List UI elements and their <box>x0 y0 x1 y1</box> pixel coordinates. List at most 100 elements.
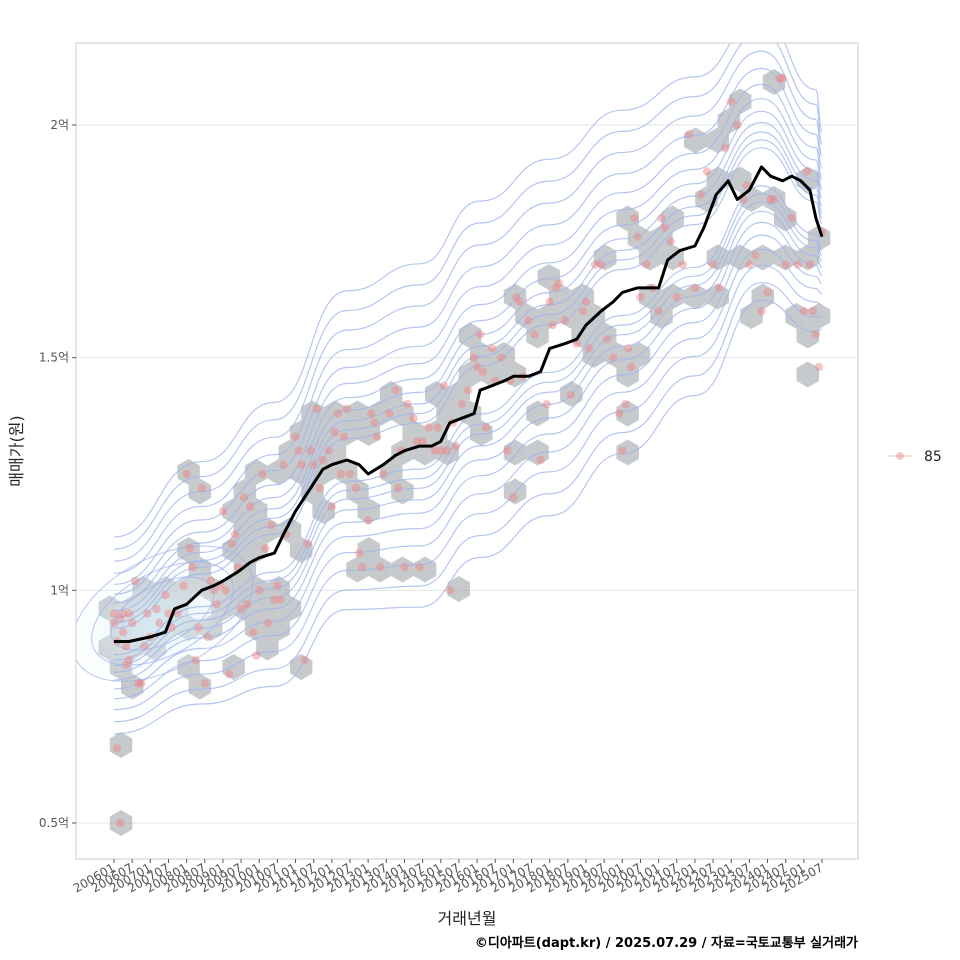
scatter-point <box>385 409 394 418</box>
scatter-point <box>572 339 582 348</box>
scatter-point <box>630 213 639 223</box>
scatter-point <box>137 679 146 688</box>
density-contour-line <box>113 221 823 681</box>
scatter-point <box>131 576 140 586</box>
scatter-point <box>515 297 524 306</box>
scatter-point <box>333 409 343 418</box>
hexbin-cell <box>256 634 279 661</box>
scatter-point <box>312 404 321 414</box>
hexbin-cell <box>503 361 527 388</box>
scatter-point <box>603 334 612 344</box>
scatter-point <box>242 600 252 609</box>
scatter-point <box>112 744 122 753</box>
scatter-point <box>548 320 557 330</box>
scatter-point <box>554 279 563 288</box>
hexbin-cell <box>278 439 302 466</box>
hexbin-cell <box>481 361 504 388</box>
scatter-point <box>194 623 203 632</box>
scatter-point <box>218 507 228 516</box>
hexbin-cell <box>751 283 774 310</box>
scatter-point <box>140 642 149 651</box>
y-tick-label: 1.5억 <box>39 351 69 365</box>
scatter-point <box>379 469 388 479</box>
scatter-point <box>805 260 815 269</box>
scatter-point <box>300 655 309 665</box>
scatter-point <box>672 293 681 302</box>
scatter-point <box>391 386 400 395</box>
hexbin-cell <box>762 186 786 212</box>
scatter-point <box>264 618 273 628</box>
hexbin-cell <box>346 556 369 583</box>
hexbin-cell <box>357 420 380 446</box>
scatter-point <box>615 409 624 418</box>
hexbin-cell <box>537 264 561 290</box>
hexbin-cell <box>458 361 482 388</box>
density-contour-line <box>113 193 823 661</box>
hexbin-cell <box>616 439 639 466</box>
scatter-point <box>336 469 346 479</box>
scatter-point <box>179 581 188 590</box>
hexbin-cell <box>109 732 133 758</box>
scatter-point <box>578 306 588 316</box>
scatter-point <box>503 446 512 455</box>
hexbin-cell <box>222 654 245 680</box>
scatter-point <box>566 390 576 400</box>
scatter-point <box>793 260 802 269</box>
hexbin-cell <box>593 244 617 271</box>
scatter-point <box>294 446 303 455</box>
scatter-point <box>342 404 352 414</box>
hexbin-cell <box>593 322 617 349</box>
hexbin-cell <box>785 303 808 329</box>
scatter-point <box>239 493 249 502</box>
panel-border <box>75 42 859 860</box>
density-contour-line <box>113 234 823 690</box>
scatter-point <box>618 446 627 455</box>
scatter-point <box>109 618 119 628</box>
scatter-point <box>560 316 569 325</box>
y-tick-label: 2억 <box>50 118 69 132</box>
scatter-point <box>799 306 808 316</box>
scatter-point <box>621 400 630 409</box>
hexbin-cell <box>323 439 347 466</box>
scatter-point <box>412 437 421 446</box>
hexbin-cell <box>470 420 493 446</box>
scatter-point <box>373 432 382 441</box>
hexbin-cell <box>357 537 380 563</box>
hexbin-cell <box>807 225 831 251</box>
scatter-point <box>339 432 349 441</box>
scatter-point <box>475 330 485 339</box>
scatter-point <box>781 260 790 269</box>
plot-panel <box>75 42 859 860</box>
hexbin-cell <box>751 244 774 271</box>
scatter-point <box>376 562 385 572</box>
scatter-point <box>212 600 222 609</box>
scatter-point <box>633 232 642 241</box>
scatter-point <box>143 609 152 618</box>
scatter-point <box>124 609 134 618</box>
scatter-point <box>472 362 482 372</box>
scatter-point <box>442 446 451 455</box>
scatter-point <box>721 144 730 153</box>
scatter-point <box>708 260 718 269</box>
scatter-point <box>512 293 521 302</box>
scatter-point <box>596 260 606 269</box>
scatter-points <box>109 74 827 828</box>
scatter-point <box>394 483 403 493</box>
scatter-point <box>636 293 645 302</box>
hexbin-cell <box>571 322 594 349</box>
density-contour-line <box>113 185 823 656</box>
hexbin-cell <box>729 88 752 115</box>
x-axis-title: 거래년월 <box>438 909 497 928</box>
scatter-point <box>115 818 125 828</box>
scatter-point <box>209 586 218 595</box>
trend-line <box>114 165 824 643</box>
scatter-point <box>367 409 376 418</box>
scatter-point <box>279 460 288 469</box>
scatter-point <box>430 446 439 455</box>
scatter-point <box>315 483 324 493</box>
scatter-point <box>249 628 258 637</box>
y-axis-ticks: 0.5억 1억 1.5억 2억 <box>39 118 76 830</box>
hexbin-cell <box>334 459 358 485</box>
hexbin-cell <box>233 517 257 544</box>
